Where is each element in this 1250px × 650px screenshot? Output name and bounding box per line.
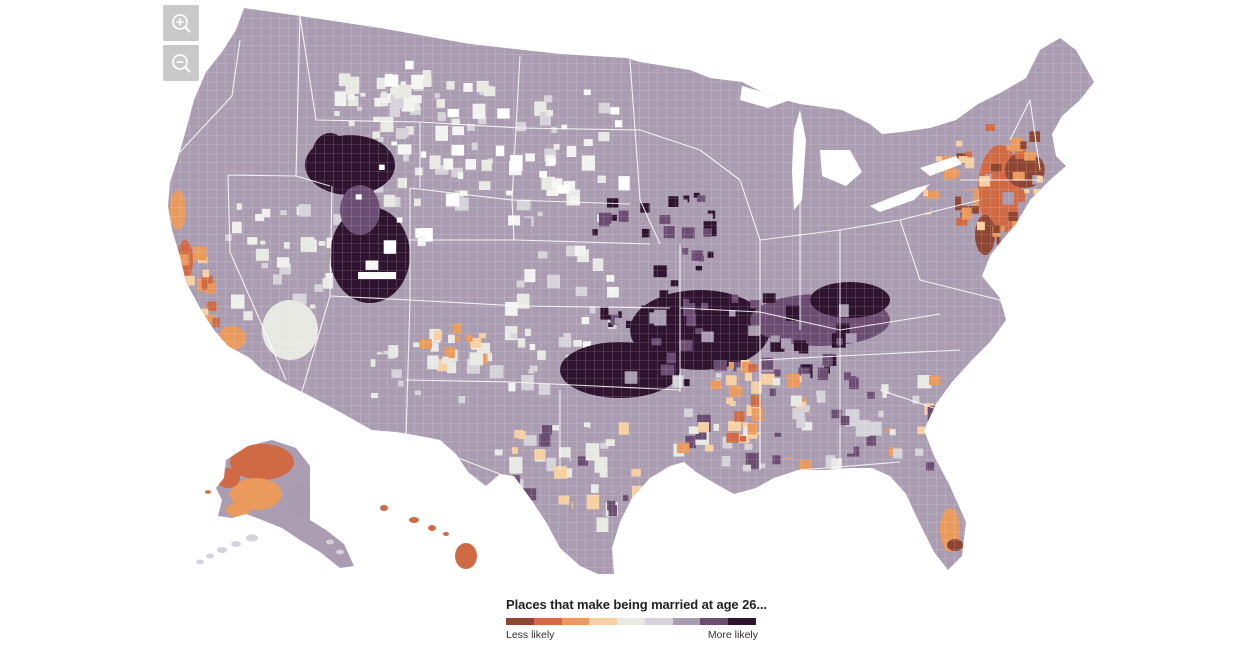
northeast-county — [1043, 206, 1053, 215]
state-border-38 — [1029, 99, 1041, 171]
northeast-county — [1037, 209, 1044, 216]
us-map-svg[interactable] — [0, 0, 1250, 590]
state-border-35 — [999, 299, 1011, 321]
zoom-in-icon — [172, 14, 191, 33]
state-border-8 — [299, 15, 421, 188]
alaska-south — [226, 503, 250, 517]
texas-county — [512, 490, 523, 498]
legend-swatch-0 — [506, 618, 534, 625]
alaska-island-1 — [206, 553, 214, 559]
texas-county — [507, 504, 516, 514]
county-boundaries — [168, 8, 1094, 574]
northeast-county — [1029, 208, 1039, 220]
zoom-in-button[interactable] — [163, 5, 199, 41]
legend-swatch-5 — [644, 618, 673, 625]
zoom-out-icon — [172, 54, 191, 73]
state-border-3 — [227, 174, 297, 177]
northeast-county — [1027, 209, 1038, 223]
state-border-4 — [227, 174, 287, 381]
state-border-15 — [519, 127, 641, 131]
state-border-18 — [519, 305, 671, 309]
state-border-21 — [639, 129, 741, 181]
alaska-island-7 — [336, 549, 344, 555]
alaska-interior — [230, 478, 282, 510]
legend-high-label: More likely — [707, 629, 758, 641]
state-border-13 — [409, 299, 521, 307]
alaska-island-4 — [246, 534, 258, 542]
texas-county — [486, 516, 493, 522]
hawaii-island-0 — [380, 505, 388, 511]
state-border-19 — [509, 381, 681, 391]
northeast-county — [1037, 236, 1046, 245]
state-border-33 — [879, 389, 941, 411]
alaska-east — [290, 482, 310, 518]
legend-swatch-4 — [617, 618, 645, 625]
texas-county — [511, 515, 523, 528]
california-county — [177, 303, 190, 319]
legend-swatch-1 — [533, 618, 562, 625]
state-border-6 — [329, 295, 411, 301]
alaska-shading-layer — [216, 444, 310, 518]
legend-swatch-6 — [672, 618, 701, 625]
texas-county — [511, 507, 523, 523]
texas-county — [495, 502, 504, 514]
alaska-island-2 — [217, 547, 227, 553]
alaska-island-5 — [205, 490, 211, 494]
state-border-10 — [511, 55, 521, 241]
alaska-north — [230, 444, 294, 480]
hawaii-island-1 — [409, 517, 419, 523]
alaska-island-3 — [231, 541, 241, 547]
state-border-29 — [899, 219, 1001, 301]
state-border-31 — [759, 349, 961, 361]
texas-county — [501, 481, 515, 494]
alaska-island-0 — [196, 559, 204, 565]
us-county-map[interactable] — [0, 0, 1250, 590]
state-border-32 — [799, 461, 901, 471]
zoom-out-button[interactable] — [163, 45, 199, 81]
legend-end-labels: Less likely More likely — [506, 629, 758, 641]
hawaii-island-2 — [428, 525, 436, 531]
state-border-17 — [515, 239, 651, 245]
alaska-island-6 — [326, 539, 334, 545]
state-boundaries — [179, 15, 1041, 475]
legend-color-scale — [506, 618, 757, 625]
state-border-40 — [405, 437, 501, 475]
hawaii-island-4 — [455, 543, 477, 569]
state-border-0 — [295, 15, 301, 177]
state-border-9 — [419, 121, 521, 129]
map-legend: Places that make being married at age 26… — [506, 597, 767, 641]
state-border-23 — [679, 307, 761, 313]
state-border-16 — [511, 199, 631, 205]
southeast-county — [927, 426, 935, 434]
legend-low-label: Less likely — [506, 629, 555, 641]
state-border-2 — [179, 39, 241, 153]
northeast-county — [1040, 235, 1051, 248]
alaska-west — [216, 468, 240, 488]
legend-swatch-2 — [561, 618, 590, 625]
state-border-37 — [1009, 99, 1031, 141]
northeast-county — [1029, 201, 1042, 212]
state-border-11 — [409, 187, 513, 201]
legend-swatch-8 — [728, 618, 757, 625]
state-border-1 — [295, 175, 331, 187]
state-border-20 — [629, 59, 661, 245]
legend-swatch-3 — [589, 618, 618, 625]
hawaii-islands — [380, 505, 477, 569]
legend-swatch-7 — [700, 618, 729, 625]
state-border-14 — [405, 379, 511, 383]
hawaii-island-3 — [443, 532, 449, 536]
alaska-islands — [196, 490, 344, 565]
legend-title: Places that make being married at age 26… — [506, 597, 767, 612]
